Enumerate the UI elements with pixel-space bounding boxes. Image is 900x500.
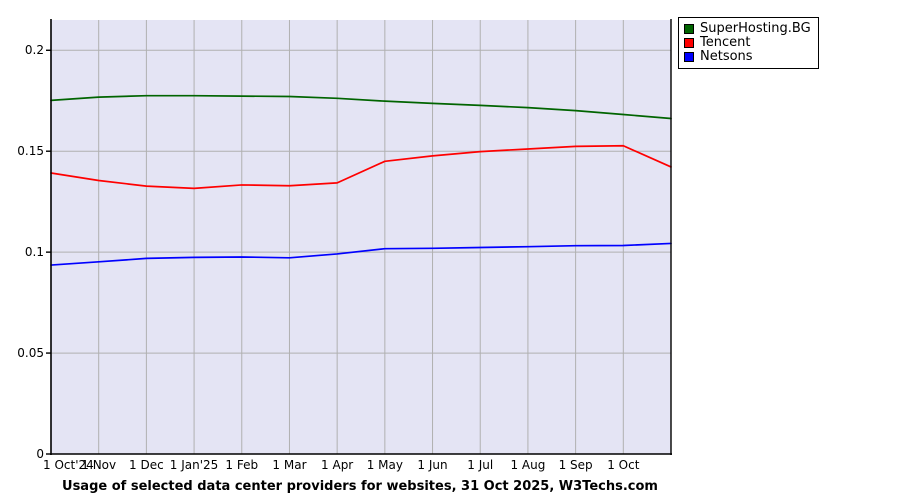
legend-swatch-netsons: [684, 52, 694, 62]
x-axis-tick-label: 1 Dec: [129, 458, 164, 472]
series-layer: [50, 94, 672, 266]
legend-swatch-superhosting: [684, 24, 694, 34]
x-axis-tick-label: 1 Nov: [81, 458, 117, 472]
plot-background: [51, 20, 671, 454]
legend-label-superhosting: SuperHosting.BG: [700, 21, 811, 36]
x-axis-tick-label: 1 Aug: [510, 458, 546, 472]
legend-label-tencent: Tencent: [700, 35, 751, 50]
chart-legend: SuperHosting.BG Tencent Netsons: [678, 17, 819, 69]
x-axis-tick-label: 1 Jul: [467, 458, 494, 472]
y-axis-tick-label: 0.05: [17, 346, 44, 361]
x-axis-tick-label: 1 Apr: [321, 458, 354, 472]
x-axis-tick-label: 1 Jan'25: [169, 458, 219, 472]
x-axis-tick-label: 1 Oct: [607, 458, 640, 472]
legend-item-superhosting: SuperHosting.BG: [684, 22, 811, 36]
x-axis-tick-label: 1 Mar: [272, 458, 307, 472]
legend-swatch-tencent: [684, 38, 694, 48]
y-axis-tick-label: 0: [36, 447, 44, 461]
y-axis-tick-label: 0.15: [17, 144, 44, 159]
legend-item-tencent: Tencent: [684, 36, 811, 50]
chart-caption: Usage of selected data center providers …: [62, 479, 658, 494]
x-axis-tick-label: 1 Oct'24: [43, 458, 94, 472]
y-axis-tick-label: 0.1: [24, 245, 44, 260]
series-line: [50, 242, 672, 266]
legend-label-netsons: Netsons: [700, 49, 753, 64]
series-line: [50, 94, 672, 120]
x-axis-tick-label: 1 Sep: [558, 458, 593, 472]
x-axis-tick-label: 1 Feb: [225, 458, 259, 472]
x-axis-tick-label: 1 Jun: [417, 458, 448, 472]
grid-layer: [46, 20, 671, 455]
y-axis-tick-label: 0.2: [24, 43, 44, 58]
x-axis-tick-label: 1 May: [366, 458, 403, 472]
series-line: [50, 144, 672, 190]
legend-item-netsons: Netsons: [684, 50, 811, 64]
